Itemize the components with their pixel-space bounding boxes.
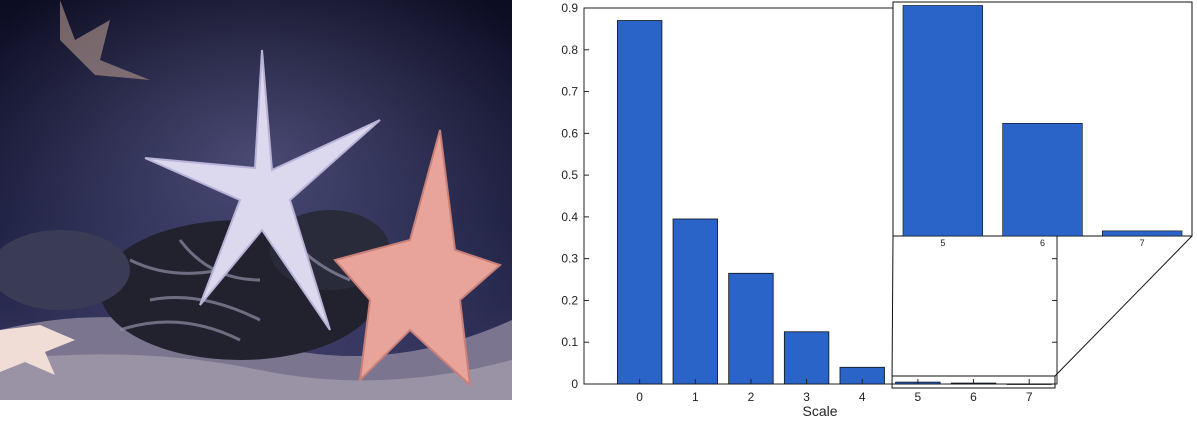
x-tick-label: 1 bbox=[692, 390, 699, 404]
x-tick-label: 6 bbox=[970, 390, 977, 404]
y-tick-label: 0.4 bbox=[561, 210, 578, 224]
inset-chart: 5 6 7 bbox=[892, 1, 1193, 248]
bar-2 bbox=[728, 272, 774, 385]
pale-starfish bbox=[144, 49, 381, 331]
x-tick-label: 0 bbox=[636, 390, 643, 404]
inset-tick-label: 7 bbox=[1140, 238, 1145, 248]
zoom-connector bbox=[891, 235, 1193, 389]
y-tick-label: 0.5 bbox=[561, 168, 578, 182]
bar-1 bbox=[672, 218, 718, 385]
y-tick-label: 0 bbox=[571, 377, 578, 391]
x-tick-label: 3 bbox=[803, 390, 810, 404]
y-tick-label: 0.3 bbox=[561, 252, 578, 266]
bar-0 bbox=[616, 20, 663, 385]
inset-bar-7 bbox=[1102, 230, 1183, 237]
y-tick-label: 0.1 bbox=[561, 335, 578, 349]
x-tick-label: 2 bbox=[748, 390, 755, 404]
x-tick-label: 5 bbox=[915, 390, 922, 404]
y-axis-ticks: 0 0.1 0.2 0.3 0.4 0.5 0.6 0.7 0.8 0.9 bbox=[561, 1, 1057, 391]
starfish-photo bbox=[0, 0, 512, 400]
y-tick-label: 0.2 bbox=[561, 293, 578, 307]
small-starfish bbox=[0, 325, 75, 375]
zoom-box bbox=[891, 375, 1056, 389]
y-tick-label: 0.9 bbox=[561, 1, 578, 15]
inset-tick-label: 6 bbox=[1040, 238, 1045, 248]
x-tick-label: 4 bbox=[859, 390, 866, 404]
inset-bar-5 bbox=[902, 5, 984, 237]
y-tick-label: 0.7 bbox=[561, 85, 578, 99]
zoom-line-left bbox=[891, 235, 894, 377]
bar-3 bbox=[783, 331, 830, 385]
inset-tick-label: 5 bbox=[940, 238, 945, 248]
y-tick-label: 0.8 bbox=[561, 43, 578, 57]
x-axis-title: Scale bbox=[802, 403, 837, 419]
chart-bars bbox=[616, 20, 1052, 385]
x-tick-label: 7 bbox=[1026, 390, 1033, 404]
inset-bar-6 bbox=[1002, 122, 1083, 237]
zoom-line-right bbox=[1054, 235, 1193, 377]
y-tick-label: 0.6 bbox=[561, 126, 578, 140]
x-axis-ticks: 0 1 2 3 4 5 6 7 bbox=[636, 379, 1033, 404]
bar-7 bbox=[1006, 383, 1052, 385]
pink-starfish bbox=[333, 129, 502, 388]
